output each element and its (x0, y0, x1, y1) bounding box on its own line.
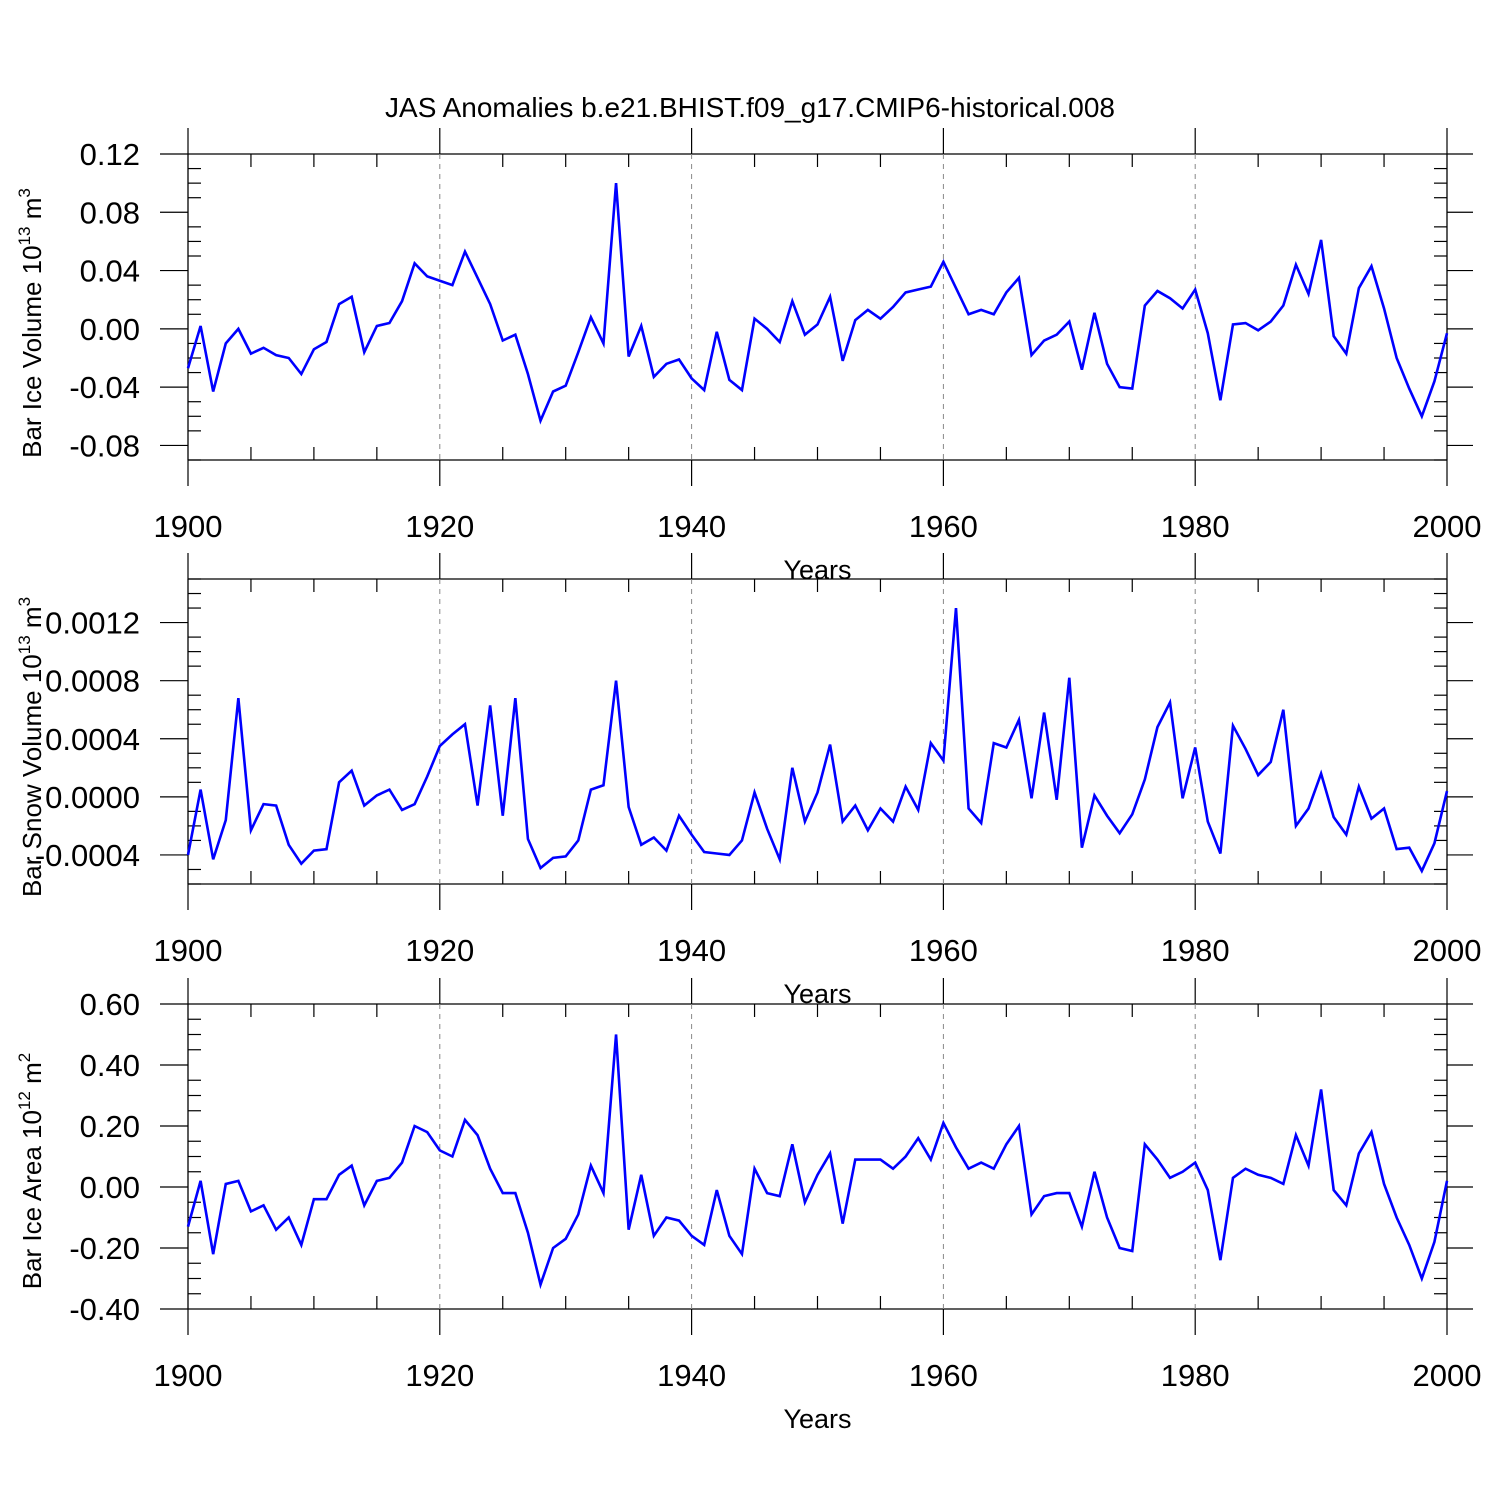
x-tick-label: 2000 (1413, 933, 1482, 968)
panel-3: -0.40 -0.20 0.00 0.20 0.40 0.60 1900 1920 1940 19… (15, 978, 1481, 1434)
y-tick-label: 0.0012 (45, 606, 140, 641)
y-tick-label: -0.08 (69, 428, 140, 463)
y-axis-label: Bar Ice Volume 1013 m3 (15, 188, 47, 458)
y-tick-label: 0.00 (80, 312, 140, 347)
y-tick-label: 0.20 (80, 1109, 140, 1144)
x-axis-label: Years (783, 1404, 851, 1434)
x-tick-label: 1920 (405, 933, 474, 968)
series-line (186, 183, 1449, 425)
x-tick-label: 1900 (154, 933, 223, 968)
panel-2: -0.0004 0.0000 0.0004 0.0008 0.0012 1900 1920 1… (15, 553, 1481, 1009)
y-tick-label: -0.04 (69, 370, 140, 405)
x-tick-label: 1900 (154, 509, 223, 544)
x-tick-label: 1940 (657, 933, 726, 968)
series-line (186, 607, 1449, 874)
y-tick-label: 0.04 (80, 254, 140, 289)
x-tick-label: 1960 (909, 933, 978, 968)
panel-1: -0.08 -0.04 0.00 0.04 0.08 0.12 1900 1920 1940 19… (15, 128, 1481, 585)
y-tick-label: 0.00 (80, 1170, 140, 1205)
y-tick-label: -0.20 (69, 1231, 140, 1266)
x-tick-label: 2000 (1413, 509, 1482, 544)
x-tick-label: 1960 (909, 1358, 978, 1393)
x-tick-label: 1960 (909, 509, 978, 544)
y-tick-label: 0.0000 (45, 780, 140, 815)
y-tick-label: -0.40 (69, 1292, 140, 1327)
x-tick-label: 1900 (154, 1358, 223, 1393)
series-line (186, 1034, 1449, 1290)
x-tick-label: 1920 (405, 509, 474, 544)
y-axis-label: Bar Ice Area 1012 m2 (15, 1053, 47, 1290)
y-tick-label: 0.08 (80, 195, 140, 230)
x-tick-label: 1980 (1161, 509, 1230, 544)
figure-title: JAS Anomalies b.e21.BHIST.f09_g17.CMIP6-… (385, 92, 1115, 123)
y-tick-label: 0.0004 (45, 722, 140, 757)
y-tick-label: 0.12 (80, 137, 140, 172)
x-tick-label: 1940 (657, 1358, 726, 1393)
x-tick-label: 1980 (1161, 933, 1230, 968)
y-tick-label: -0.0004 (35, 838, 140, 873)
x-tick-label: 1920 (405, 1358, 474, 1393)
y-tick-label: 0.0008 (45, 664, 140, 699)
x-tick-label: 1940 (657, 509, 726, 544)
y-tick-label: 0.60 (80, 987, 140, 1022)
y-axis-label: Bar Snow Volume 1013 m3 (15, 597, 47, 897)
x-tick-label: 1980 (1161, 1358, 1230, 1393)
x-tick-label: 2000 (1413, 1358, 1482, 1393)
y-tick-label: 0.40 (80, 1048, 140, 1083)
